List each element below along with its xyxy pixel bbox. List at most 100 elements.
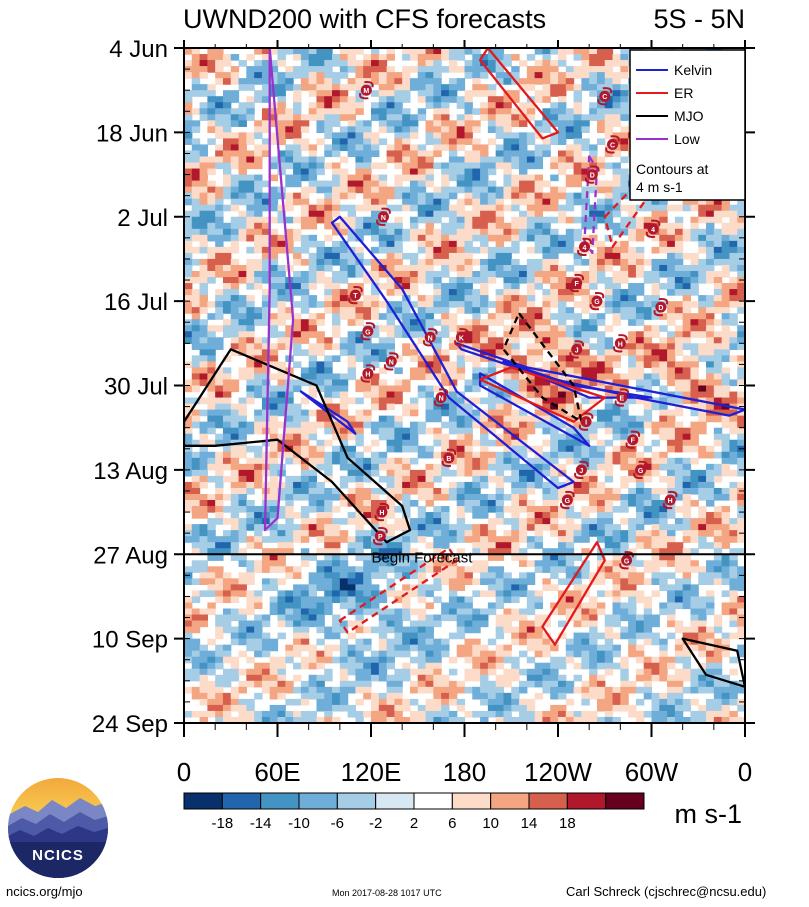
heatmap-cell bbox=[386, 445, 395, 453]
heatmap-cell bbox=[269, 530, 279, 537]
heatmap-cell bbox=[191, 409, 201, 417]
heatmap-cell bbox=[347, 96, 357, 103]
heatmap-cell bbox=[386, 542, 395, 549]
heatmap-cell bbox=[596, 264, 606, 272]
heatmap-cell bbox=[589, 421, 598, 429]
heatmap-cell bbox=[651, 536, 660, 543]
heatmap-cell bbox=[285, 403, 294, 411]
heatmap-cell bbox=[565, 216, 575, 224]
heatmap-cell bbox=[464, 301, 473, 308]
heatmap-cell bbox=[729, 228, 738, 236]
heatmap-cell bbox=[612, 536, 621, 543]
heatmap-cell bbox=[542, 138, 551, 146]
heatmap-cell bbox=[628, 258, 637, 266]
heatmap-cell bbox=[441, 192, 450, 200]
heatmap-cell bbox=[581, 156, 590, 164]
heatmap-cell bbox=[612, 403, 621, 411]
heatmap-cell bbox=[246, 469, 255, 477]
heatmap-cell bbox=[324, 216, 333, 224]
heatmap-cell bbox=[534, 162, 544, 170]
heatmap-cell bbox=[277, 54, 286, 61]
heatmap-cell bbox=[324, 120, 333, 127]
heatmap-cell bbox=[402, 156, 411, 164]
heatmap-cell bbox=[464, 325, 473, 332]
heatmap-cell bbox=[222, 246, 232, 254]
heatmap-cell bbox=[519, 325, 528, 332]
heatmap-cell bbox=[293, 475, 302, 483]
heatmap-cell bbox=[246, 337, 255, 344]
heatmap-cell bbox=[448, 96, 458, 103]
heatmap-cell bbox=[643, 355, 653, 362]
heatmap-cell bbox=[230, 138, 240, 146]
heatmap-cell bbox=[628, 560, 637, 567]
heatmap-cell bbox=[682, 463, 692, 471]
heatmap-cell bbox=[254, 246, 263, 254]
heatmap-cell bbox=[254, 536, 263, 543]
heatmap-cell bbox=[324, 548, 333, 555]
heatmap-cell bbox=[503, 343, 512, 350]
heatmap-cell bbox=[729, 524, 738, 531]
heatmap-cell bbox=[378, 234, 388, 242]
heatmap-cell bbox=[230, 421, 240, 429]
heatmap-cell bbox=[300, 433, 310, 441]
heatmap-cell bbox=[682, 524, 692, 531]
heatmap-cell bbox=[394, 379, 403, 387]
heatmap-cell bbox=[293, 216, 302, 224]
heatmap-cell bbox=[690, 457, 699, 465]
heatmap-cell bbox=[503, 258, 512, 266]
heatmap-cell bbox=[503, 415, 512, 423]
heatmap-cell bbox=[238, 264, 247, 272]
heatmap-cell bbox=[441, 210, 450, 218]
heatmap-cell bbox=[511, 216, 520, 224]
heatmap-cell bbox=[472, 481, 481, 489]
heatmap-cell bbox=[285, 566, 294, 573]
heatmap-cell bbox=[308, 283, 318, 290]
heatmap-cell bbox=[456, 349, 466, 356]
heatmap-cell bbox=[448, 295, 458, 302]
heatmap-cell bbox=[604, 277, 614, 284]
heatmap-cell bbox=[464, 433, 473, 441]
heatmap-cell bbox=[316, 487, 325, 495]
heatmap-cell bbox=[487, 397, 497, 405]
heatmap-cell bbox=[635, 228, 645, 236]
heatmap-cell bbox=[596, 78, 606, 85]
heatmap-cell bbox=[191, 307, 201, 314]
heatmap-cell bbox=[371, 264, 380, 272]
heatmap-cell bbox=[246, 487, 255, 495]
heatmap-cell bbox=[659, 415, 668, 423]
heatmap-cell bbox=[300, 397, 310, 405]
heatmap-cell bbox=[674, 469, 684, 477]
heatmap-cell bbox=[261, 307, 271, 314]
heatmap-cell bbox=[386, 204, 395, 212]
heatmap-cell bbox=[261, 349, 271, 356]
heatmap-cell bbox=[706, 252, 715, 260]
heatmap-cell bbox=[222, 403, 232, 411]
heatmap-cell bbox=[293, 162, 302, 170]
heatmap-cell bbox=[316, 277, 325, 284]
heatmap-cell bbox=[550, 566, 559, 573]
heatmap-cell bbox=[316, 560, 325, 567]
heatmap-cell bbox=[316, 481, 325, 489]
heatmap-cell bbox=[363, 560, 372, 567]
heatmap-cell bbox=[261, 204, 271, 212]
heatmap-cell bbox=[441, 96, 450, 103]
heatmap-cell bbox=[519, 331, 528, 338]
heatmap-cell bbox=[487, 180, 497, 188]
heatmap-cell bbox=[386, 421, 395, 429]
heatmap-cell bbox=[207, 343, 216, 350]
heatmap-cell bbox=[565, 84, 575, 91]
heatmap-cell bbox=[261, 228, 271, 236]
heatmap-cell bbox=[433, 337, 442, 344]
heatmap-cell bbox=[269, 132, 279, 140]
heatmap-cell bbox=[207, 331, 216, 338]
heatmap-cell bbox=[503, 168, 512, 176]
heatmap-cell bbox=[355, 572, 364, 579]
heatmap-cell bbox=[565, 150, 575, 158]
heatmap-cell bbox=[425, 174, 434, 182]
heatmap-cell bbox=[698, 421, 707, 429]
heatmap-cell bbox=[378, 451, 388, 459]
heatmap-cell bbox=[480, 433, 489, 441]
heatmap-cell bbox=[230, 349, 240, 356]
heatmap-cell bbox=[589, 150, 598, 158]
heatmap-cell bbox=[651, 524, 660, 531]
